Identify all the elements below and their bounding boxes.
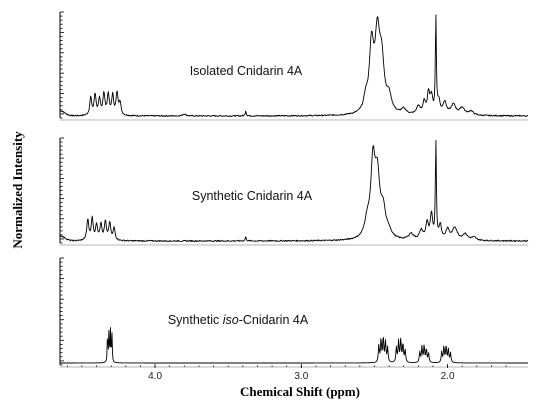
series-label-3: Synthetic iso-Cnidarin 4A bbox=[168, 313, 309, 327]
x-axis: 4.0 3.0 2.0 bbox=[66, 364, 507, 382]
x-tick-label: 4.0 bbox=[148, 371, 162, 382]
x-tick-label: 3.0 bbox=[294, 371, 308, 382]
spectra-panels: Isolated Cnidarin 4A Synthetic Cnidarin 4… bbox=[59, 11, 529, 368]
x-axis-title: Chemical Shift (ppm) bbox=[240, 384, 360, 399]
series-label-1: Isolated Cnidarin 4A bbox=[190, 64, 303, 78]
series-label-part: -Cnidarin 4A bbox=[239, 313, 309, 327]
x-tick-label: 2.0 bbox=[441, 371, 455, 382]
spectrum-panel-3: Synthetic iso-Cnidarin 4A bbox=[59, 257, 528, 368]
spectrum-panel-1: Isolated Cnidarin 4A bbox=[59, 11, 529, 121]
spectrum-panel-2: Synthetic Cnidarin 4A bbox=[59, 137, 529, 246]
y-axis-title: Normalized Intensity bbox=[10, 131, 25, 249]
spectrum-line-3 bbox=[60, 327, 528, 364]
spectrum-line-2 bbox=[59, 139, 529, 242]
series-label-part: Synthetic bbox=[168, 313, 223, 327]
series-label-2: Synthetic Cnidarin 4A bbox=[192, 189, 313, 203]
series-label-part: iso bbox=[223, 313, 239, 327]
spectrum-line-1 bbox=[59, 14, 529, 117]
